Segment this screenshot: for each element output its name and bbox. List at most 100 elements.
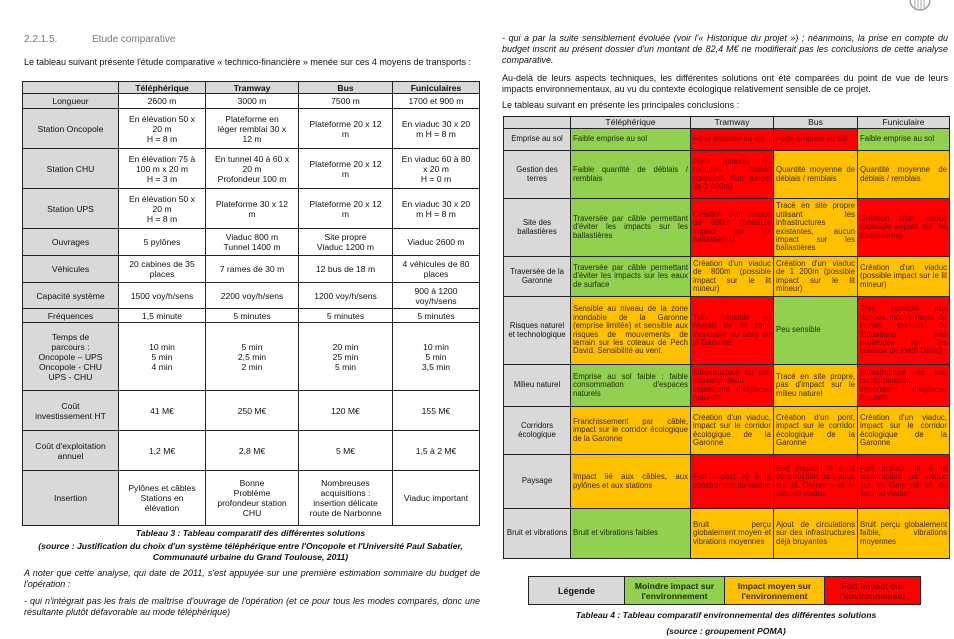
cell-line: En viaduc 30 x 20 bbox=[401, 118, 471, 129]
cell-line: route de Narbonne bbox=[309, 508, 382, 518]
impact-cell: Infrastructure au sol, consommation impo… bbox=[857, 364, 950, 407]
cell-line: Viaduc important bbox=[403, 493, 469, 503]
cell-line: 5 min bbox=[334, 361, 356, 372]
cell-line: voy/h/sens bbox=[415, 295, 457, 306]
paragraph: Au-delà de leurs aspects techniques, les… bbox=[502, 73, 948, 94]
cell-text: Impact lié aux câbles, aux pylônes et au… bbox=[573, 473, 688, 490]
cell: En viaduc 30 x 20 m H = 8 m bbox=[392, 108, 480, 149]
row-label: Insertion bbox=[22, 470, 119, 526]
cell-text: Forte emprise au sol bbox=[693, 135, 765, 144]
cell-text: Quantité moyenne de déblais / remblais bbox=[860, 166, 947, 183]
row-label: Site des ballastières bbox=[503, 198, 571, 257]
cell: 20 cabines de 35 places bbox=[118, 255, 206, 283]
cell-line: En élévation 75 à bbox=[128, 153, 196, 164]
cell: 1,5 à 2 M€ bbox=[392, 430, 480, 471]
impact-cell: Infrastructure au sol, consommation impo… bbox=[690, 364, 774, 407]
cell-line: 250 M€ bbox=[237, 405, 267, 416]
cell-line: élévation bbox=[144, 503, 180, 513]
header-cell bbox=[503, 116, 571, 129]
table-environment: Téléphérique Tramway Bus Funiculaire Emprise… bbox=[503, 116, 950, 559]
cell-text: Très sensible au niveau de la zone inond… bbox=[693, 313, 771, 347]
cell-line: Plateforme 20 x 12 bbox=[309, 198, 382, 209]
cell-line: léger remblai 30 x bbox=[217, 123, 287, 134]
impact-cell: Forte emprise au sol bbox=[773, 128, 858, 151]
cell-line: 20 m bbox=[152, 123, 172, 134]
cell-line: Viaduc 2600 m bbox=[407, 237, 465, 247]
row-label: Traversée de la Garonne bbox=[503, 256, 571, 297]
cell: 1,5 minute bbox=[118, 308, 206, 323]
row: Milieu naturel Emprise au sol faible : fa… bbox=[503, 364, 950, 407]
cell: 4 véhicules de 80 places bbox=[392, 255, 480, 283]
cell-line: 5 pylônes bbox=[143, 237, 181, 247]
row: Capacité système 1500 voy/h/sens 2200 voy/… bbox=[22, 282, 480, 309]
cell-line: 3,5 min bbox=[421, 361, 451, 372]
cell-line: 2,5 min bbox=[237, 351, 267, 362]
impact-cell: Traversée par câble permettant d'éviter … bbox=[570, 256, 691, 297]
cell-line: En élévation 50 x bbox=[129, 113, 195, 124]
cell-line: En tunnel 40 à 60 x bbox=[214, 153, 290, 164]
row: Corridors écologique Franchissement par c… bbox=[503, 406, 950, 455]
row-label: Temps de parcours : Oncopole – UPS Oncopole… bbox=[22, 322, 119, 391]
cell-line: 20 m bbox=[152, 203, 172, 214]
impact-cell: Forte quantité de remblais / déblais (cr… bbox=[690, 150, 774, 199]
row: Bruit et vibrations Bruit et vibrations f… bbox=[503, 508, 950, 559]
row: Coût investissement HT 41 M€ 250 M€ 120 M€ 15… bbox=[22, 390, 480, 431]
cell-text: Création d'un viaduc (possible impact su… bbox=[860, 214, 947, 240]
row-label: Fréquences bbox=[22, 308, 119, 323]
row-label: Longueur bbox=[22, 93, 119, 109]
row-label: Véhicules bbox=[22, 255, 119, 283]
cell-line: 155 M€ bbox=[421, 405, 451, 416]
cell: 5 minutes bbox=[392, 308, 480, 323]
impact-cell: Création d'un pont, impact sur le corrid… bbox=[773, 406, 858, 455]
cell-line: Problème bbox=[233, 488, 271, 498]
cell: 10 min 5 min 4 min bbox=[118, 322, 206, 391]
impact-cell: Fort impact lié à la construction du via… bbox=[773, 454, 858, 509]
legend-item: Moindre impact sur l'environnement bbox=[624, 576, 725, 605]
cell: 1700 et 900 m bbox=[392, 93, 480, 109]
cell: En viaduc 30 x 20 m H = 8 m bbox=[392, 188, 480, 229]
header-cell: Tramway bbox=[205, 81, 299, 94]
impact-cell: Traversée par câble permettant d'éviter … bbox=[570, 198, 691, 257]
cell-line: Ouvrages bbox=[51, 237, 90, 247]
cell-line: Tunnel 1400 m bbox=[223, 242, 281, 252]
cell-line: annuel bbox=[57, 450, 84, 461]
header-cell: Funiculaire bbox=[857, 116, 950, 129]
legend-title: Légende bbox=[528, 576, 625, 605]
cell-line: 5 min bbox=[425, 351, 447, 362]
cell-line: 1,2 M€ bbox=[148, 445, 176, 456]
row: Insertion Pylônes et câbles Stations en élé… bbox=[22, 470, 480, 526]
cell: 5 minutes bbox=[205, 308, 299, 323]
cell-line: Capacité système bbox=[36, 290, 105, 301]
legend-item: Fort impact sur l'environnement bbox=[824, 576, 921, 605]
cell-line: 1500 voy/h/sens bbox=[130, 290, 194, 301]
impact-cell: Création d'un viaduc (possible impact su… bbox=[857, 198, 950, 257]
cell: Plateforme 20 x 12 m bbox=[298, 108, 393, 149]
cell-line: Nombreuses bbox=[321, 478, 370, 488]
cell: 20 min 25 min 5 min bbox=[298, 322, 393, 391]
cell: Nombreuses acquisitions : insertion délica… bbox=[298, 470, 393, 526]
cell-line: 1200 voy/h/sens bbox=[314, 290, 377, 301]
cell-line: places bbox=[149, 269, 175, 279]
bullet: - qui n'intégrait pas les frais de maîtr… bbox=[24, 596, 480, 617]
cell-line: En élévation 50 x bbox=[129, 193, 195, 204]
cell-line: Site propre bbox=[324, 232, 367, 242]
header-cell: Bus bbox=[298, 81, 393, 94]
cell-text: Bruit et vibrations faibles bbox=[573, 529, 658, 538]
row-label: Emprise au sol bbox=[503, 128, 571, 151]
row: Longueur 2600 m 3000 m 7500 m 1700 et 900 m bbox=[22, 93, 480, 109]
impact-cell: Franchissement par câble, impact sur le … bbox=[570, 406, 691, 455]
cell-line: H = 8 m bbox=[146, 213, 178, 224]
row-label: Station Oncopole bbox=[22, 108, 119, 149]
cell: 41 M€ bbox=[118, 390, 206, 431]
cell-text: Bruit perçu globalement moyen et vibrati… bbox=[693, 520, 771, 546]
cell: Pylônes et câbles Stations en élévation bbox=[118, 470, 206, 526]
cell-text: Traversée par câble permettant d'éviter … bbox=[573, 214, 688, 240]
row-label: Risques naturel et technologique bbox=[503, 296, 571, 365]
header-cell bbox=[22, 81, 119, 94]
row-label: Ouvrages bbox=[22, 228, 119, 256]
row-label: Coût d'exploitation annuel bbox=[22, 430, 119, 471]
cell-text: Création d'un viaduc de 1 200m (possible… bbox=[776, 259, 855, 293]
